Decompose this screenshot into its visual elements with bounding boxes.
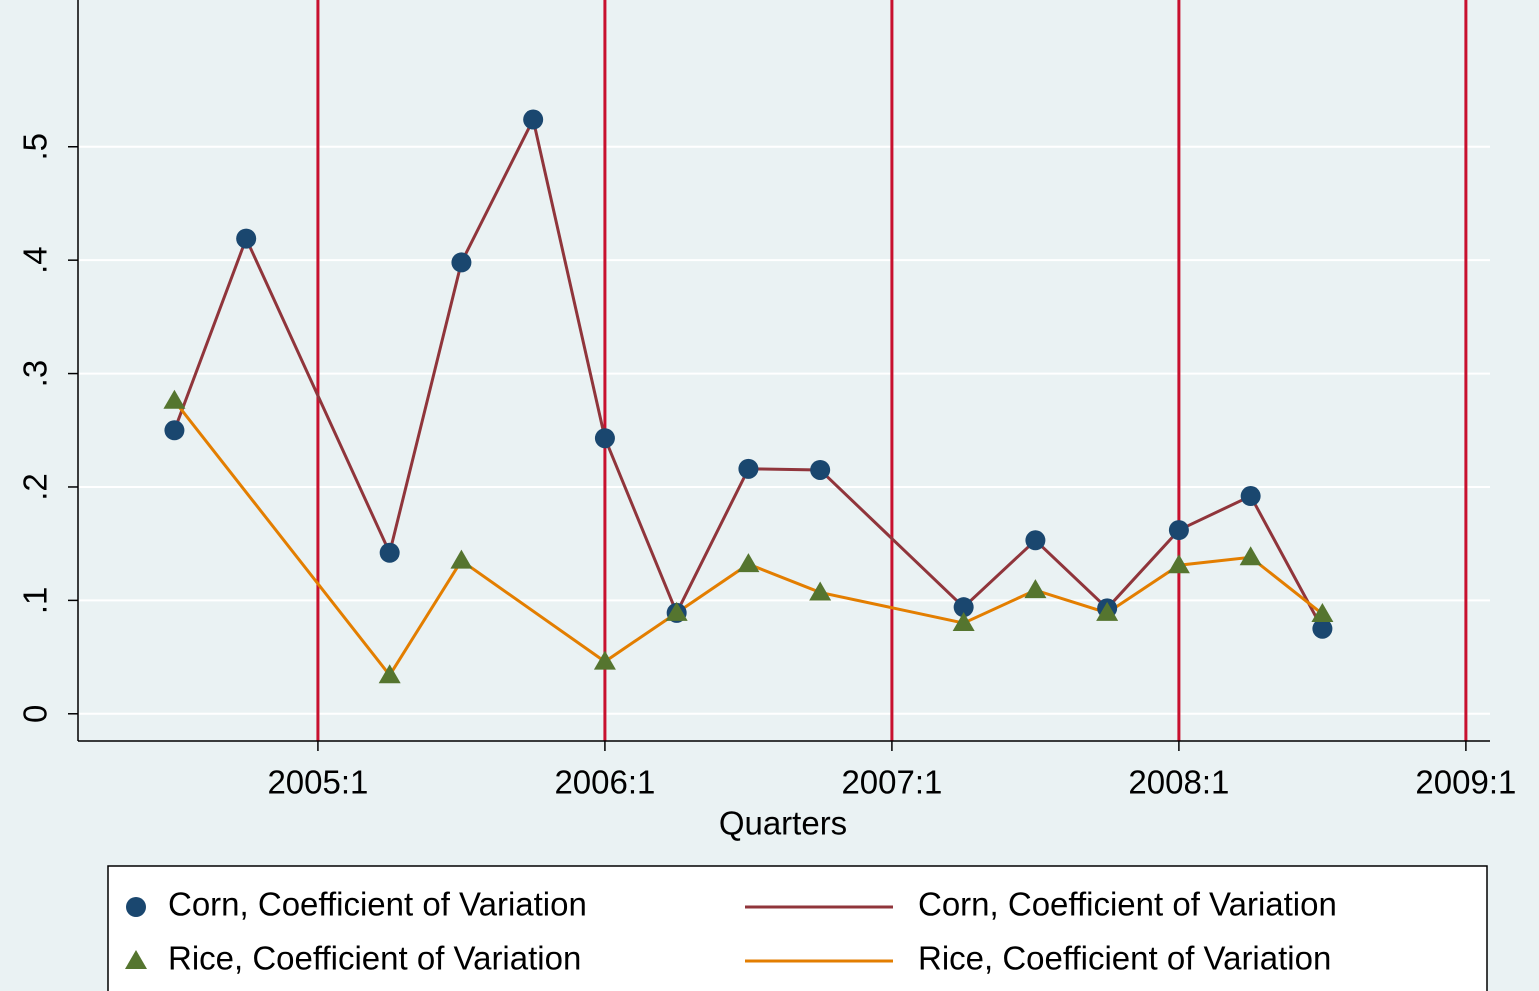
data-point: [1239, 546, 1262, 566]
y-tick-label: 0: [17, 705, 54, 723]
data-point: [164, 420, 185, 441]
data-point: [379, 542, 400, 563]
data-point: [1311, 602, 1334, 622]
data-point: [163, 389, 186, 409]
data-point: [1024, 579, 1047, 599]
data-point: [1096, 601, 1119, 621]
data-point: [810, 459, 831, 480]
data-point: [594, 428, 615, 449]
data-point: [953, 597, 974, 618]
x-tick-label: 2005:1: [267, 764, 368, 801]
data-point: [737, 553, 760, 573]
legend: Corn, Coefficient of Variation Rice, Coef…: [107, 865, 1488, 991]
data-point: [1167, 554, 1190, 574]
data-point: [593, 650, 616, 670]
x-tick-label: 2006:1: [554, 764, 655, 801]
data-point: [450, 549, 473, 569]
legend-box: [107, 865, 1488, 991]
data-point: [738, 458, 759, 479]
y-tick-label: .3: [17, 360, 54, 388]
data-point: [1168, 520, 1189, 541]
data-point: [665, 601, 688, 621]
x-tick-label: 2008:1: [1128, 764, 1229, 801]
x-axis-label: Quarters: [719, 805, 847, 842]
data-point: [952, 612, 975, 632]
data-point: [523, 109, 544, 130]
legend-marker: [126, 897, 146, 917]
x-tick-label: 2009:1: [1415, 764, 1516, 801]
y-tick-label: .4: [17, 246, 54, 274]
data-point: [378, 664, 401, 684]
x-tick-label: 2007:1: [841, 764, 942, 801]
legend-label: Rice, Coefficient of Variation: [168, 940, 581, 977]
y-tick-label: .2: [17, 473, 54, 501]
data-point: [1025, 530, 1046, 551]
data-point: [809, 581, 832, 601]
data-point: [451, 252, 472, 273]
data-point: [1312, 618, 1333, 639]
legend-label: Rice, Coefficient of Variation: [918, 940, 1331, 977]
data-point: [236, 228, 257, 249]
legend-label: Corn, Coefficient of Variation: [168, 886, 587, 923]
legend-marker: [125, 950, 147, 969]
data-point: [1240, 486, 1261, 507]
legend-label: Corn, Coefficient of Variation: [918, 886, 1337, 923]
y-tick-label: .5: [17, 133, 54, 161]
y-tick-label: .1: [17, 587, 54, 615]
